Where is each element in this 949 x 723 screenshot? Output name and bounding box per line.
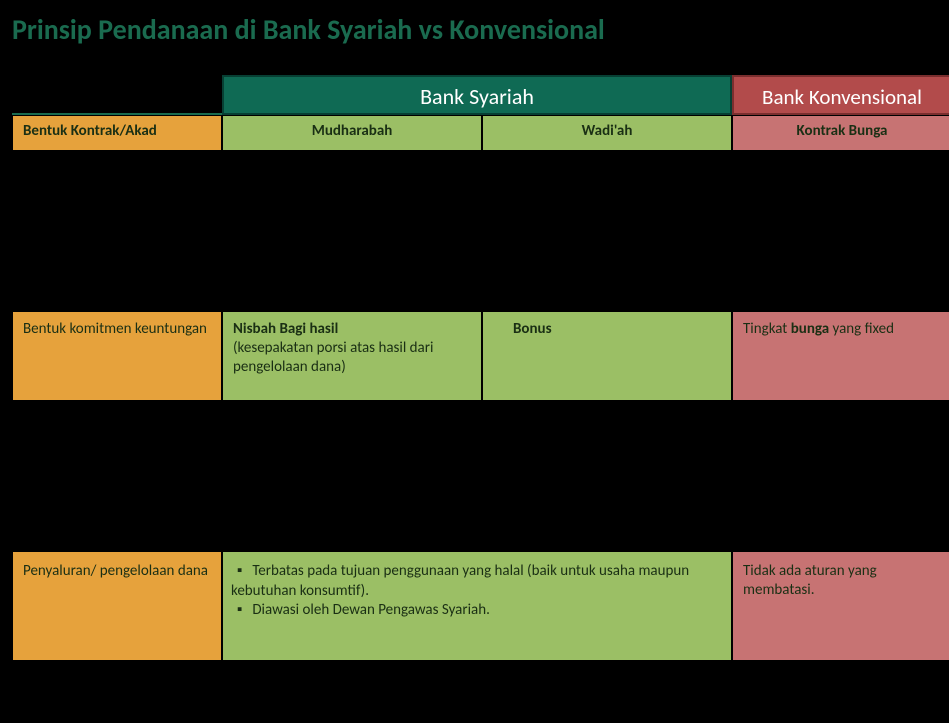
- text-tingkat-post: yang fixed: [829, 320, 894, 338]
- text-nisbah: Nisbah Bagi hasil: [233, 320, 338, 338]
- row-label-penyaluran: Penyaluran/ pengelolaan dana: [12, 551, 222, 661]
- gap-cell: [732, 151, 949, 311]
- gap-cell: [222, 151, 482, 311]
- subheader-bentuk-kontrak: Bentuk Kontrak/Akad: [12, 115, 222, 151]
- gap-cell: [482, 151, 732, 311]
- cell-komitmen-konvensional: Tingkat bunga yang fixed: [732, 311, 949, 401]
- text-bunga: bunga: [791, 320, 829, 338]
- row-label-komitmen: Bentuk komitmen keuntungan: [12, 311, 222, 401]
- text-tingkat-pre: Tingkat: [743, 320, 791, 338]
- header-blank: [12, 75, 222, 115]
- comparison-table: Bank Syariah Bank Konvensional Bentuk Ko…: [12, 75, 937, 661]
- header-bank-konvensional: Bank Konvensional: [732, 75, 949, 115]
- text-nisbah-desc: (kesepakatan porsi atas hasil dari penge…: [233, 339, 433, 376]
- bullet-penyaluran-2: Diawasi oleh Dewan Pengawas Syariah.: [231, 601, 719, 621]
- subheader-kontrak-bunga: Kontrak Bunga: [732, 115, 949, 151]
- cell-penyaluran-konvensional: Tidak ada aturan yang membatasi.: [732, 551, 949, 661]
- gap-cell: [222, 401, 482, 551]
- gap-cell: [732, 401, 949, 551]
- gap-cell: [482, 401, 732, 551]
- header-bank-syariah: Bank Syariah: [222, 75, 732, 115]
- subheader-mudharabah: Mudharabah: [222, 115, 482, 151]
- gap-cell: [12, 401, 222, 551]
- cell-komitmen-wadiah: Bonus: [482, 311, 732, 401]
- page-title: Prinsip Pendanaan di Bank Syariah vs Kon…: [12, 12, 937, 47]
- bullet-penyaluran-1: Terbatas pada tujuan penggunaan yang hal…: [231, 562, 719, 601]
- gap-cell: [12, 151, 222, 311]
- cell-penyaluran-syariah: Terbatas pada tujuan penggunaan yang hal…: [222, 551, 732, 661]
- subheader-wadiah: Wadi'ah: [482, 115, 732, 151]
- cell-komitmen-mudharabah: Nisbah Bagi hasil (kesepakatan porsi ata…: [222, 311, 482, 401]
